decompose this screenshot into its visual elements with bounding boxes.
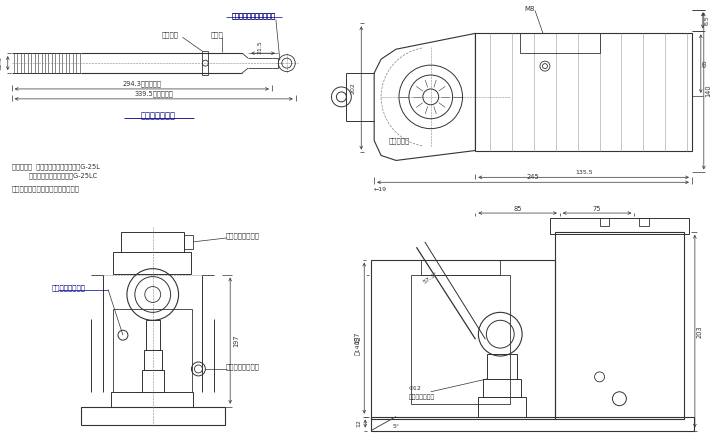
Bar — [113, 252, 192, 274]
Text: 伸縮式: 伸縮式 — [211, 31, 224, 38]
Text: オイルフィリング: オイルフィリング — [51, 284, 85, 291]
Bar — [183, 235, 193, 249]
Text: 65: 65 — [702, 60, 707, 68]
Text: リリーススクリュ差込口: リリーススクリュ差込口 — [232, 12, 276, 19]
Bar — [142, 370, 164, 392]
Text: 6.5: 6.5 — [704, 15, 709, 25]
Text: 注１．型式  標準塔装（赤）タイプ：G-25L: 注１．型式 標準塔装（赤）タイプ：G-25L — [12, 164, 99, 170]
Text: 197: 197 — [233, 335, 239, 347]
Bar — [484, 379, 521, 397]
Bar — [487, 354, 517, 379]
Bar — [411, 274, 510, 404]
Bar — [476, 33, 692, 151]
Text: 202: 202 — [351, 82, 356, 94]
Text: ストッパ: ストッパ — [162, 31, 179, 38]
Text: 操作レバー差込口: 操作レバー差込口 — [226, 232, 260, 239]
Text: M8: M8 — [525, 5, 535, 11]
Text: 245: 245 — [527, 174, 540, 180]
Text: 85: 85 — [513, 206, 522, 212]
Bar — [520, 33, 599, 53]
Text: 135.5: 135.5 — [575, 170, 592, 175]
Text: 32.3: 32.3 — [0, 56, 2, 70]
Bar — [144, 350, 162, 370]
Bar — [555, 232, 684, 419]
Bar — [121, 232, 183, 252]
Bar — [421, 260, 501, 274]
Text: 140: 140 — [706, 84, 710, 97]
Bar — [371, 417, 694, 431]
Text: 専用操作レバー: 専用操作レバー — [140, 111, 175, 120]
Bar — [550, 218, 689, 234]
Text: リリーススクリュ: リリーススクリュ — [226, 364, 260, 370]
Text: 57.3°: 57.3° — [422, 271, 439, 285]
Text: （140）: （140） — [356, 335, 361, 355]
Text: 21.5: 21.5 — [258, 40, 263, 54]
Bar — [639, 218, 649, 226]
Text: レバー回転: レバー回転 — [388, 137, 410, 144]
Text: 75: 75 — [593, 206, 601, 212]
Bar — [81, 407, 225, 425]
Bar — [146, 320, 160, 350]
Bar — [111, 392, 193, 407]
Text: 5°: 5° — [393, 424, 400, 429]
Text: （ピストン径）: （ピストン径） — [409, 394, 435, 400]
Bar — [371, 260, 555, 419]
Bar — [599, 218, 609, 226]
Text: 203: 203 — [697, 325, 703, 338]
Text: 197: 197 — [354, 332, 360, 344]
Text: 12: 12 — [356, 419, 362, 427]
Text: ニッケルめっきタイプ：G-25LC: ニッケルめっきタイプ：G-25LC — [12, 172, 97, 179]
Text: 294.3（最縮長）: 294.3（最縮長） — [122, 81, 161, 87]
Bar — [479, 397, 526, 417]
Text: 339.5（最伸長）: 339.5（最伸長） — [134, 91, 173, 97]
Text: リリーススクリュ差込口: リリーススクリュ差込口 — [232, 12, 276, 19]
Text: ２．専用操作レバーが付属します。: ２．専用操作レバーが付属します。 — [12, 185, 80, 192]
Text: ←19: ←19 — [374, 187, 387, 192]
Text: Φ12: Φ12 — [409, 386, 422, 391]
